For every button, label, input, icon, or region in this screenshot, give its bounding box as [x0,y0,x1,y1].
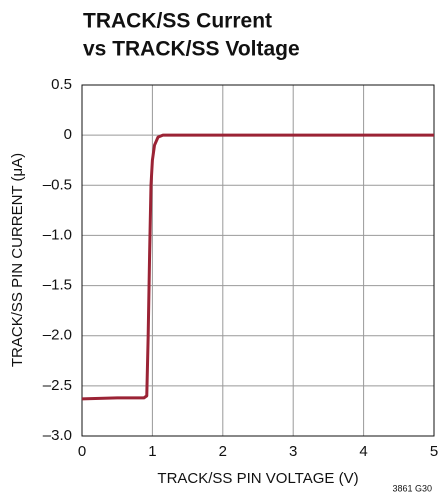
x-tick-label: 1 [148,443,156,460]
y-tick-label: –2.0 [43,327,72,344]
y-tick-label: –2.5 [43,377,72,394]
x-tick-label: 2 [219,443,227,460]
y-tick-label: –0.5 [43,176,72,193]
chart-title: TRACK/SS Current [83,10,272,33]
x-tick-label: 5 [430,443,438,460]
x-tick-label: 0 [78,443,86,460]
x-tick-label: 4 [359,443,367,460]
y-tick-label: –1.5 [43,277,72,294]
plot-frame [81,84,435,437]
y-tick-label: –3.0 [43,427,72,444]
y-tick-label: 0.5 [51,76,72,93]
x-axis-label: TRACK/SS PIN VOLTAGE (V) [157,470,358,487]
data-line [81,133,434,401]
figure-note: 3861 G30 [392,483,432,493]
x-tick-label: 3 [289,443,297,460]
y-tick-label: –1.0 [43,226,72,243]
y-axis-label: TRACK/SS PIN CURRENT (μA) [9,153,26,367]
y-tick-label: 0 [64,126,72,143]
chart-title: vs TRACK/SS Voltage [83,38,300,61]
